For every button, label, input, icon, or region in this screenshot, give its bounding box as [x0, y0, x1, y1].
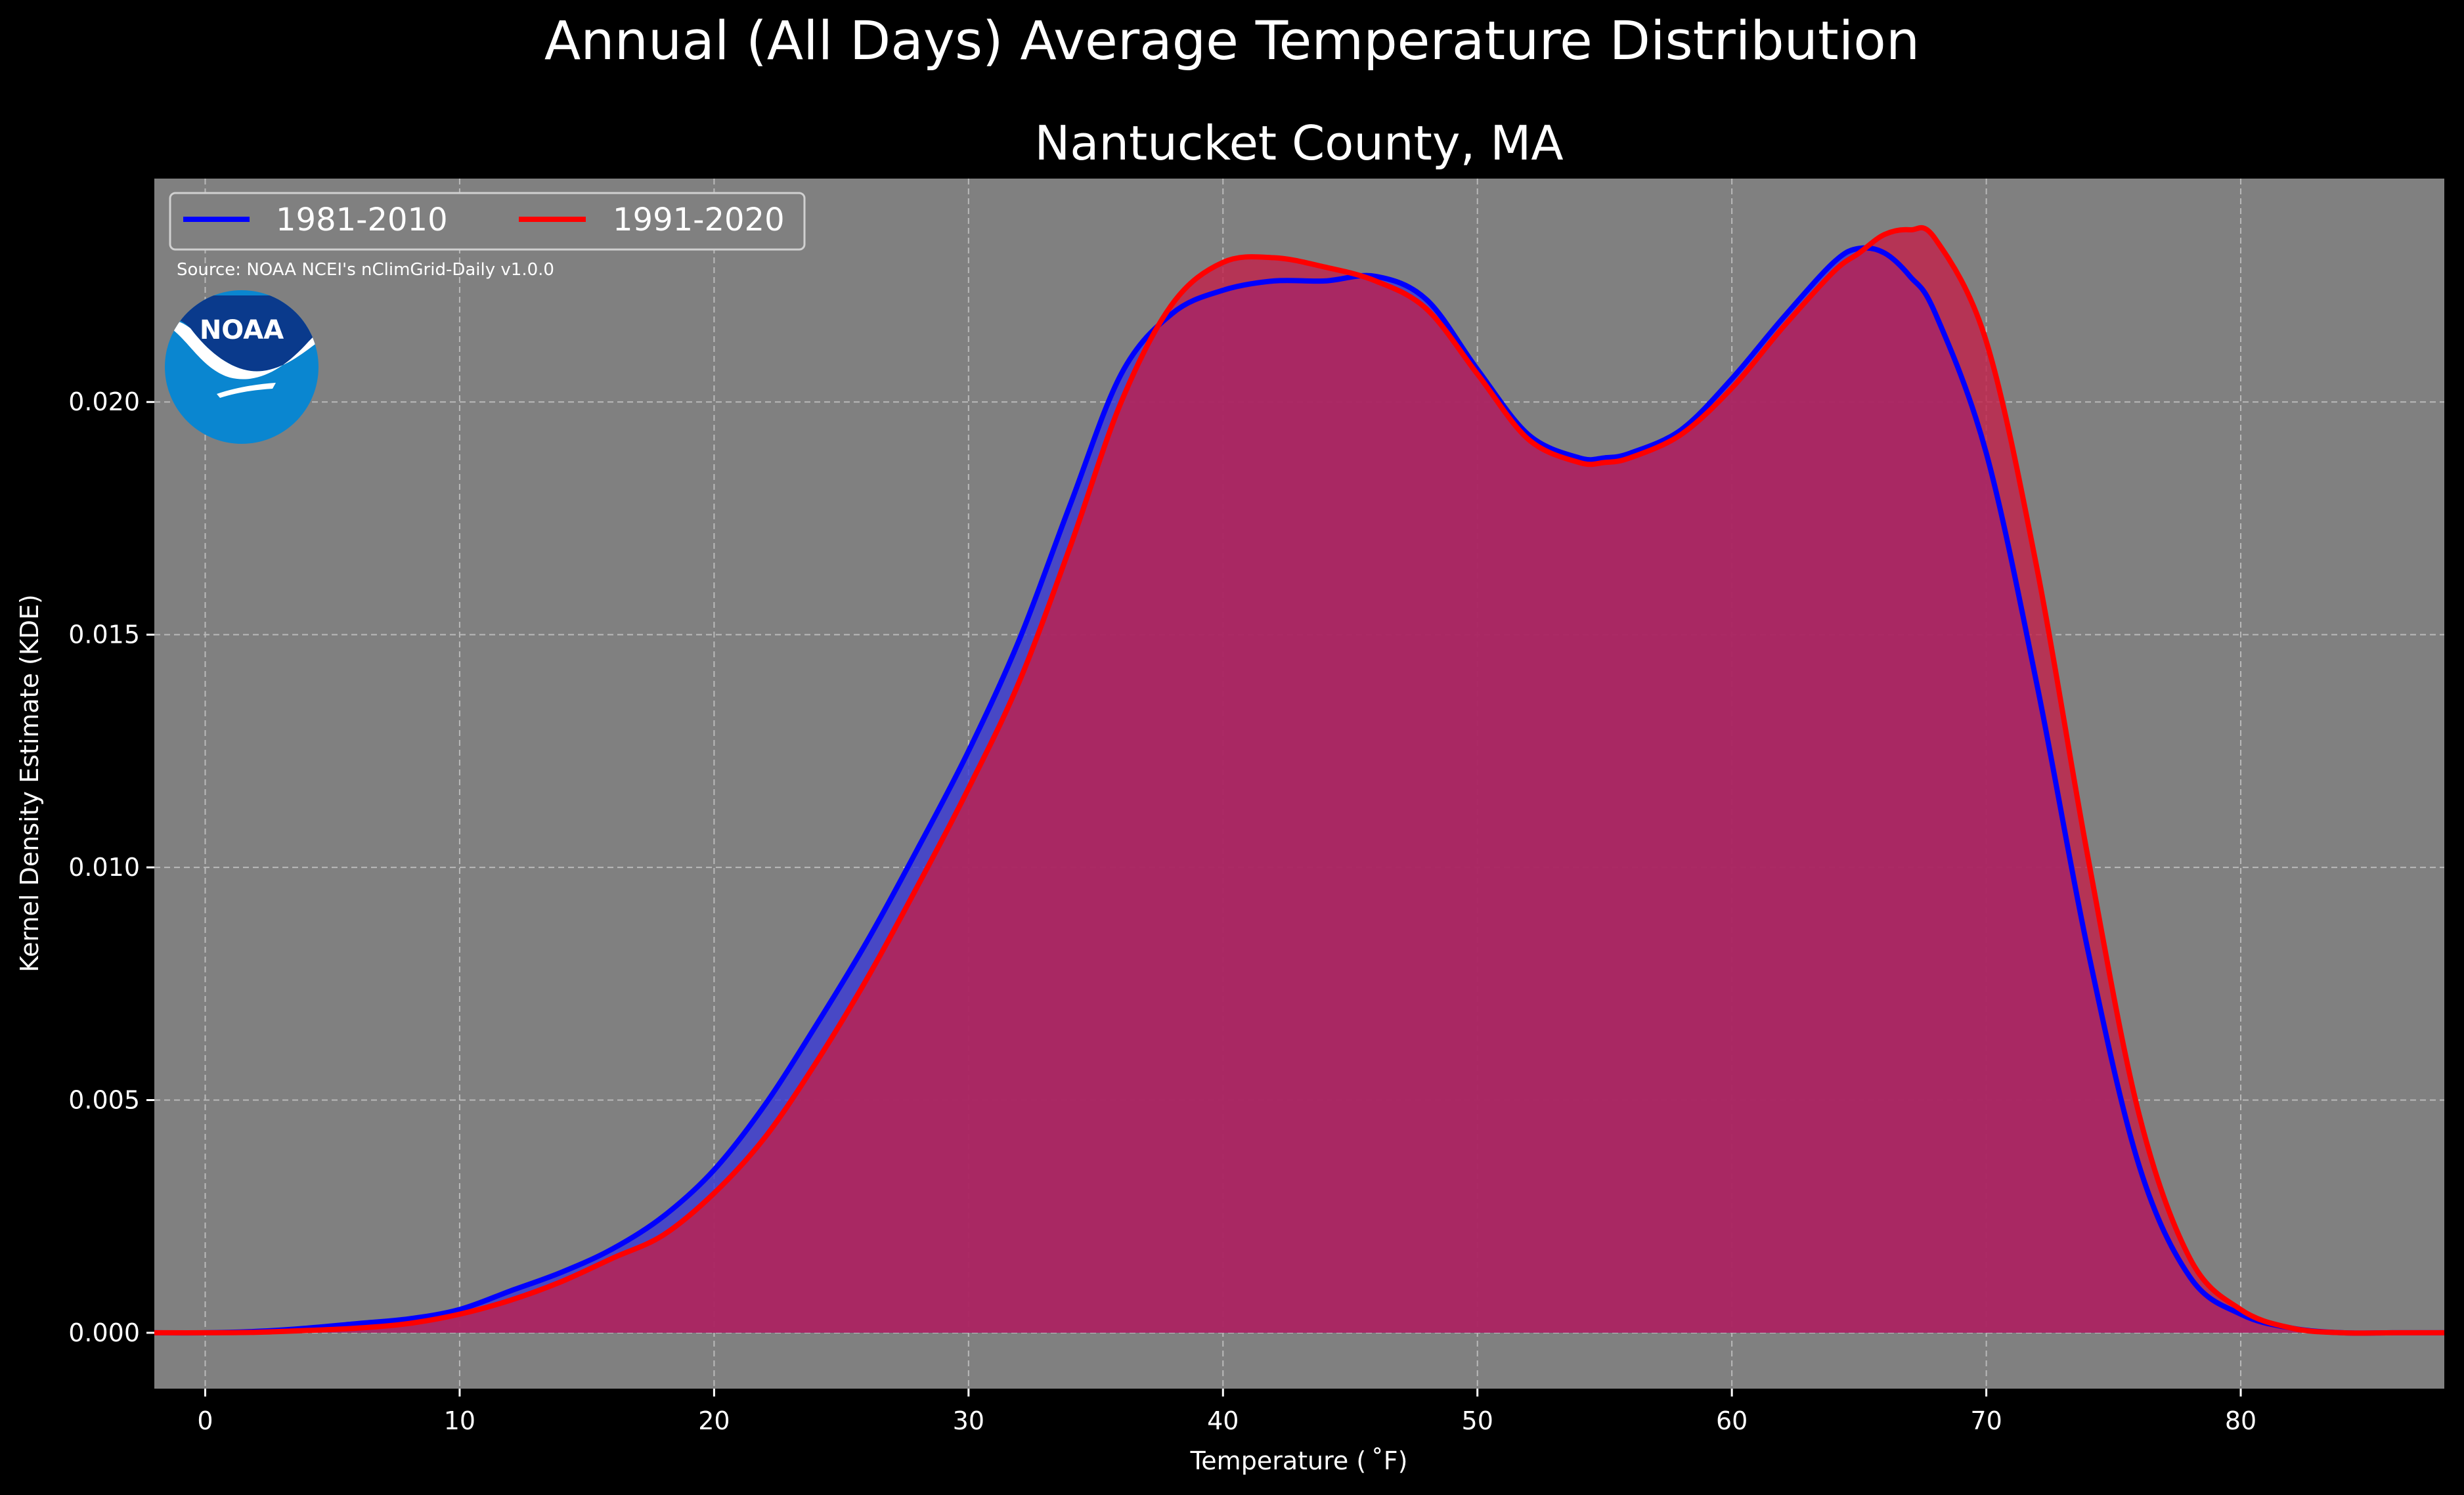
y-axis-label: Kernel Density Estimate (KDE): [15, 594, 44, 972]
noaa-logo: NOAA: [165, 290, 319, 444]
chart-subtitle: Nantucket County, MA: [1034, 116, 1563, 171]
y-tick-label: 0.015: [68, 620, 140, 649]
x-tick-label: 30: [953, 1406, 984, 1435]
series-line-1991-2020: [154, 225, 2444, 1336]
series-fill-1991-2020: [154, 227, 2444, 1333]
y-tick-label: 0.020: [68, 387, 140, 416]
x-tick-label: 60: [1716, 1406, 1748, 1435]
x-tick-label: 40: [1207, 1406, 1239, 1435]
source-note: Source: NOAA NCEI's nClimGrid-Daily v1.0…: [177, 260, 554, 280]
noaa-logo-text: NOAA: [200, 315, 284, 345]
legend-label-1981-2010: 1981-2010: [276, 202, 448, 238]
series-line-1981-2010: [154, 245, 2444, 1336]
legend-box: [169, 192, 806, 251]
y-tick-label: 0.005: [68, 1086, 140, 1115]
x-axis-label: Temperature ( ˚F): [1190, 1446, 1408, 1475]
x-tick-label: 50: [1462, 1406, 1493, 1435]
y-tick-label: 0.010: [68, 853, 140, 882]
legend: 1981-2010 1991-2020: [169, 192, 806, 251]
series-layer: [154, 225, 2444, 1336]
x-tick-label: 20: [698, 1406, 730, 1435]
x-tick-label: 80: [2225, 1406, 2256, 1435]
x-axis-ticks: 0 10 20 30 40 50 60 70 80: [197, 1389, 2256, 1435]
y-tick-label: 0.000: [68, 1318, 140, 1347]
legend-label-1991-2020: 1991-2020: [613, 202, 785, 238]
chart-title: Annual (All Days) Average Temperature Di…: [544, 11, 1920, 72]
x-tick-label: 70: [1970, 1406, 2002, 1435]
x-tick-label: 10: [444, 1406, 475, 1435]
y-axis-ticks: 0.000 0.005 0.010 0.015 0.020: [68, 387, 154, 1347]
x-tick-label: 0: [197, 1406, 213, 1435]
